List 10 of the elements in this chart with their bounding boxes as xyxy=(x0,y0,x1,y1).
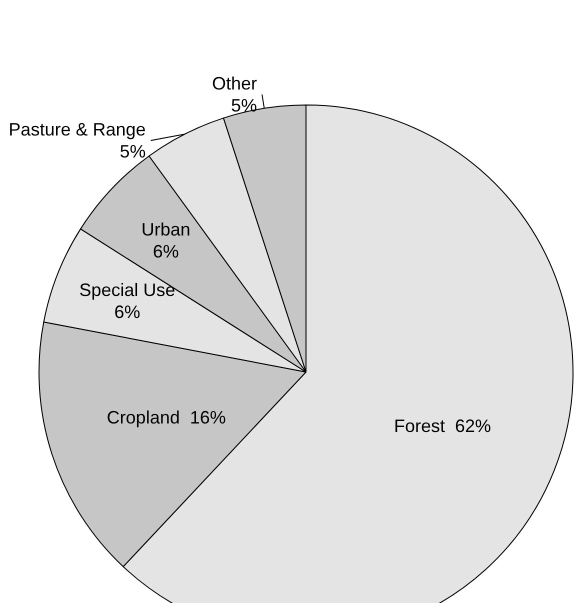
slice-label: Other xyxy=(212,73,258,94)
slice-label: Forest 62% xyxy=(394,416,492,436)
data-label: 5% xyxy=(120,141,146,162)
slice-label: Urban xyxy=(141,219,190,240)
slice-label: Special Use xyxy=(79,280,176,300)
data-label: 6% xyxy=(114,302,140,322)
data-label: 5% xyxy=(231,95,258,116)
slice-label: Cropland 16% xyxy=(106,407,226,428)
slice-label: Pasture & Range xyxy=(8,119,146,140)
data-label: 6% xyxy=(152,241,179,262)
